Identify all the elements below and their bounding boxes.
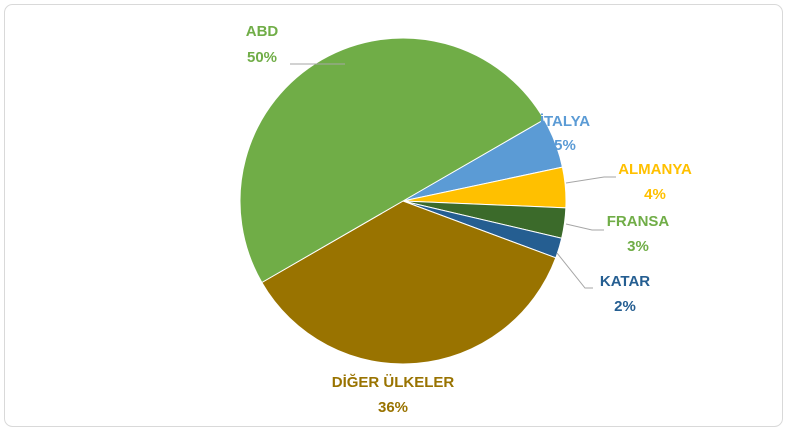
- value-label: 5%: [554, 137, 576, 154]
- pie-slice: [261, 200, 557, 365]
- category-label: ALMANYA: [618, 161, 692, 178]
- leader-line: [565, 223, 604, 231]
- value-label: 2%: [614, 298, 636, 315]
- value-label: 50%: [247, 49, 277, 66]
- category-label: DİĞER ÜLKELER: [332, 373, 455, 391]
- category-label: KATAR: [600, 273, 650, 290]
- value-label: 4%: [644, 186, 666, 203]
- leader-line: [565, 176, 616, 184]
- value-label: 3%: [627, 238, 649, 255]
- category-label: İTALYA: [540, 113, 590, 130]
- category-label: FRANSA: [607, 213, 670, 230]
- category-label: ABD: [246, 23, 279, 40]
- leader-line: [556, 252, 593, 289]
- pie-slice: [239, 37, 545, 284]
- value-label: 36%: [378, 399, 408, 416]
